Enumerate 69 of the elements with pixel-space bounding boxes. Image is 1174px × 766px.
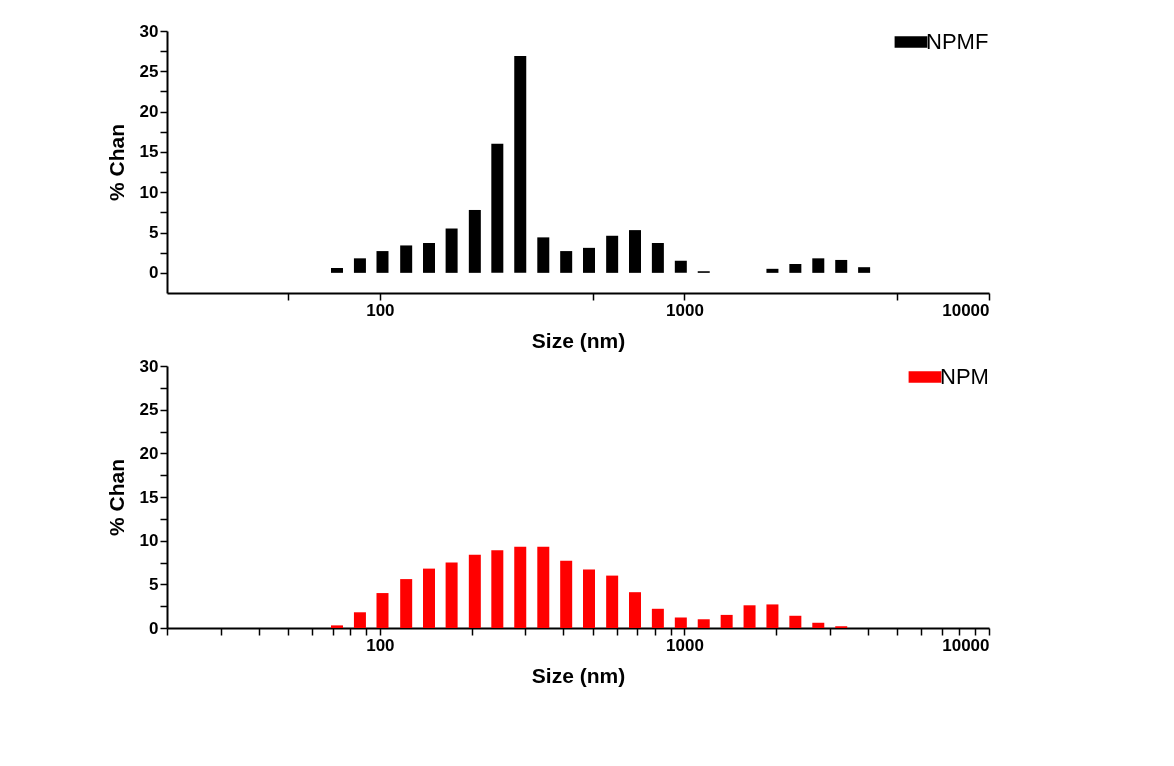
y-tick-label: 0: [149, 263, 159, 283]
x-tick-label: 1000: [666, 300, 704, 320]
bar: [376, 593, 389, 628]
bar: [606, 575, 619, 628]
bar: [606, 235, 619, 273]
bar: [835, 259, 848, 273]
y-tick-label: 30: [139, 21, 159, 41]
y-tick-label: 20: [139, 443, 159, 463]
y-tick-label: 10: [139, 531, 159, 551]
y-tick-label: 0: [149, 618, 159, 638]
bar: [628, 592, 641, 628]
bar: [560, 251, 573, 273]
bar: [789, 615, 802, 628]
bar: [537, 237, 550, 273]
bar: [812, 622, 825, 628]
bar: [468, 554, 481, 628]
bar: [560, 560, 573, 628]
x-axis-title: Size (nm): [531, 663, 626, 687]
bar: [674, 617, 687, 628]
bar: [491, 143, 504, 273]
bar: [400, 245, 413, 273]
x-tick-label: 100: [366, 635, 395, 655]
x-tick-label: 100: [366, 300, 395, 320]
bar: [445, 228, 458, 273]
legend-label: NPM: [940, 364, 989, 389]
y-tick-label: 30: [139, 356, 159, 376]
y-tick-label: 10: [139, 182, 159, 202]
bar: [651, 243, 664, 273]
bar: [789, 263, 802, 273]
bar: [514, 55, 527, 273]
bar: [583, 247, 595, 273]
x-tick-label: 1000: [666, 635, 704, 655]
y-tick-label: 15: [139, 487, 159, 507]
bar: [537, 546, 550, 628]
bar: [651, 608, 664, 628]
x-axis-title: Size (nm): [531, 328, 626, 352]
bar: [514, 546, 527, 628]
y-axis-title: % Chan: [104, 123, 128, 202]
bar: [445, 562, 458, 628]
bar: [400, 579, 413, 628]
bar: [697, 619, 710, 628]
bar: [353, 258, 366, 273]
bar: [491, 550, 504, 628]
y-tick-label: 25: [139, 400, 159, 420]
x-tick-label: 10000: [942, 635, 990, 655]
bar: [330, 268, 343, 273]
bar: [858, 267, 871, 273]
bar: [766, 268, 779, 273]
bar: [423, 243, 436, 273]
x-tick-label: 10000: [942, 300, 990, 320]
bar: [628, 230, 641, 273]
legend-label: NPMF: [926, 29, 989, 54]
bar: [468, 209, 481, 273]
y-axis-title: % Chan: [104, 458, 128, 537]
y-tick-label: 5: [149, 574, 159, 594]
bar: [423, 568, 436, 628]
bar: [583, 569, 595, 628]
bar: [743, 605, 756, 628]
y-tick-label: 20: [139, 102, 159, 122]
y-tick-label: 25: [139, 61, 159, 81]
y-tick-label: 5: [149, 223, 159, 243]
bar: [720, 614, 733, 628]
bar: [330, 625, 343, 628]
bar: [812, 258, 825, 273]
bar: [376, 251, 389, 273]
bar: [766, 604, 779, 628]
bar: [353, 612, 366, 628]
y-tick-label: 15: [139, 142, 159, 162]
bar: [674, 260, 687, 273]
